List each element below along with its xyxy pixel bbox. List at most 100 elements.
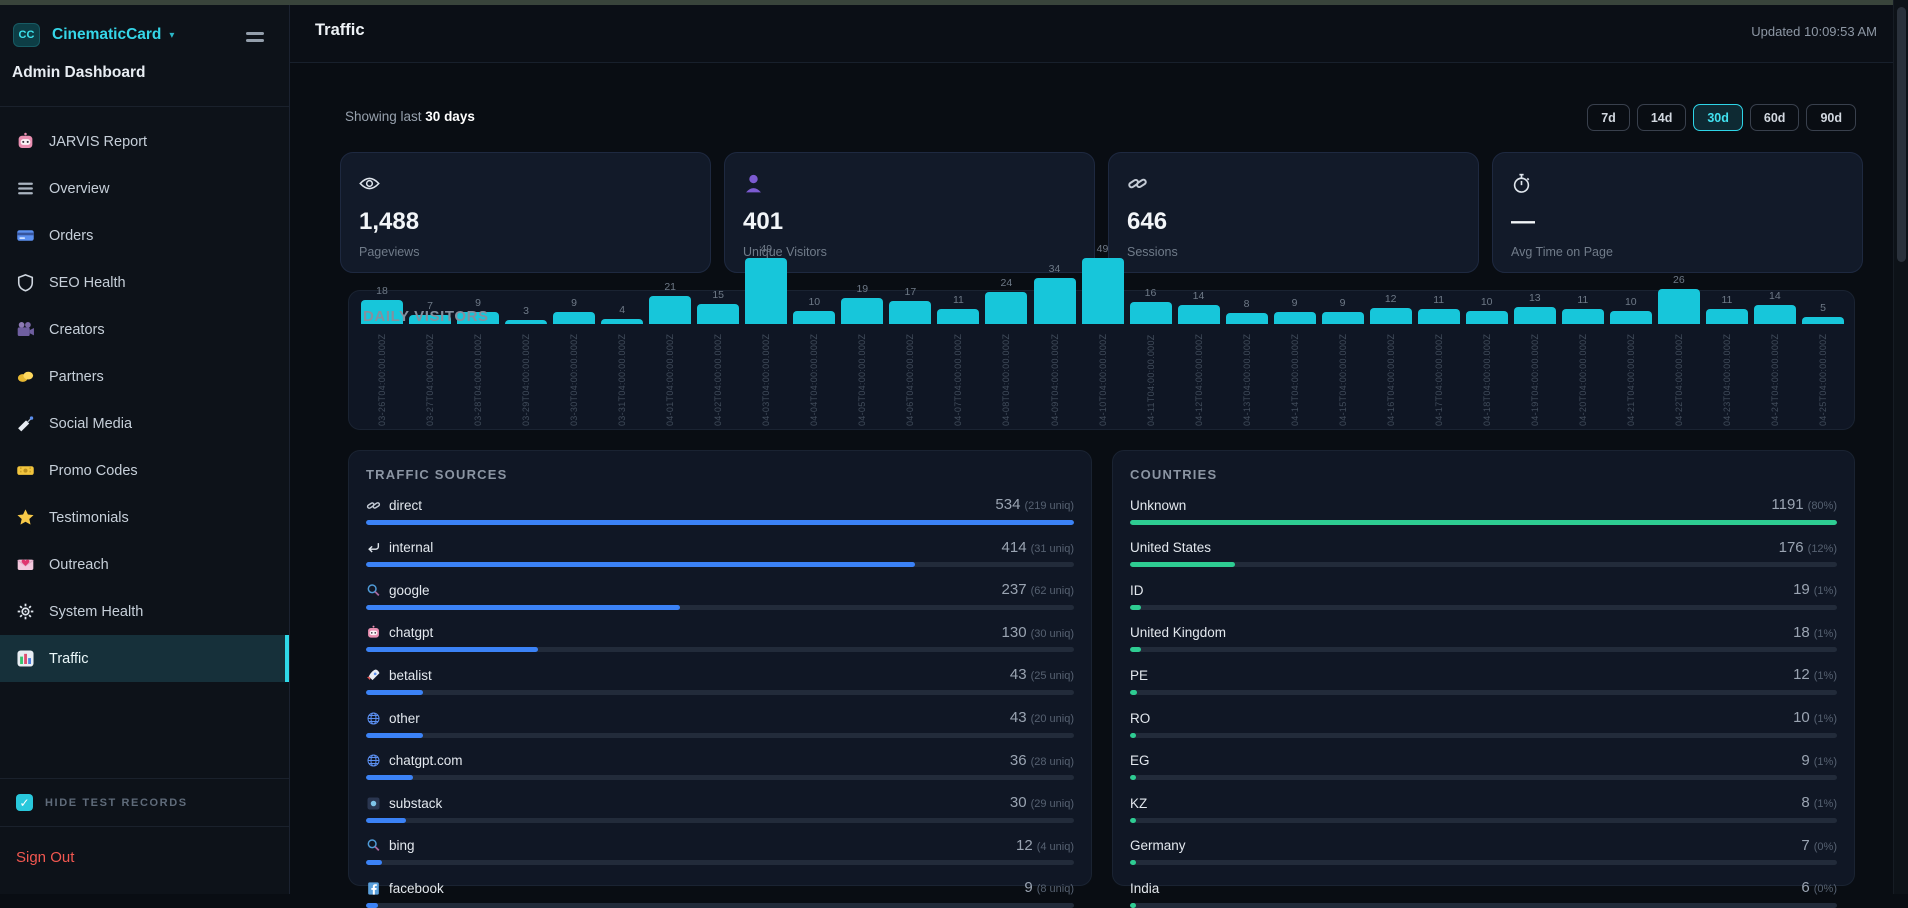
chart-bar bbox=[1081, 258, 1124, 324]
stat-label: Avg Time on Page bbox=[1511, 245, 1613, 259]
chart-bar-date: 04-22T04:00:00.000Z bbox=[1673, 333, 1684, 426]
sidebar-item-orders[interactable]: Orders bbox=[0, 212, 289, 259]
scrollbar-thumb[interactable] bbox=[1897, 7, 1906, 262]
row-value: 12 bbox=[1016, 836, 1033, 854]
row-value: 7 bbox=[1801, 836, 1810, 854]
row-label: direct bbox=[389, 497, 423, 513]
sidebar: CC CinematicCard ▾ Admin Dashboard JARVI… bbox=[0, 0, 290, 894]
country-row-kz: KZ 8 (1%) bbox=[1130, 794, 1837, 823]
progress-track bbox=[366, 775, 1074, 781]
chart-bar-value: 10 bbox=[1480, 295, 1493, 308]
progress-fill bbox=[1130, 519, 1837, 525]
robot-icon bbox=[366, 625, 381, 640]
chart-bar bbox=[697, 303, 740, 324]
chart-bar-date: 04-19T04:00:00.000Z bbox=[1529, 333, 1540, 426]
sidebar-item-social-media[interactable]: Social Media bbox=[0, 400, 289, 447]
sidebar-item-jarvis-report[interactable]: JARVIS Report bbox=[0, 118, 289, 165]
chart-bar-date: 03-28T04:00:00.000Z bbox=[473, 333, 484, 426]
chart-bar-date: 04-25T04:00:00.000Z bbox=[1818, 333, 1828, 426]
sign-out-link[interactable]: Sign Out bbox=[16, 849, 75, 866]
row-label: United Kingdom bbox=[1130, 625, 1227, 641]
scrollbar[interactable] bbox=[1893, 0, 1908, 894]
chart-bar-value: 49 bbox=[1096, 243, 1109, 255]
chart-bar-value: 4 bbox=[619, 303, 626, 316]
progress-fill bbox=[1130, 860, 1137, 866]
chart-bar-value: 9 bbox=[1291, 296, 1298, 309]
stat-value: — bbox=[1511, 208, 1535, 235]
chart-bar-date: 04-14T04:00:00.000Z bbox=[1289, 333, 1300, 426]
sidebar-item-seo-health[interactable]: SEO Health bbox=[0, 259, 289, 306]
sidebar-item-system-health[interactable]: System Health bbox=[0, 588, 289, 635]
sidebar-item-traffic[interactable]: Traffic bbox=[0, 635, 289, 682]
progress-track bbox=[1130, 775, 1837, 781]
row-label: United States bbox=[1130, 540, 1212, 556]
row-label: other bbox=[389, 710, 420, 726]
source-row-other: other 43 (20 uniq) bbox=[366, 709, 1074, 738]
sidebar-item-partners[interactable]: Partners bbox=[0, 353, 289, 400]
hide-test-records-toggle[interactable]: ✓ HIDE TEST RECORDS bbox=[0, 779, 289, 827]
range-button-14d[interactable]: 14d bbox=[1636, 104, 1687, 131]
progress-track bbox=[366, 902, 1074, 908]
stat-label: Unique Visitors bbox=[743, 245, 827, 259]
country-row-germany: Germany 7 (0%) bbox=[1130, 836, 1837, 866]
source-row-bing: bing 12 (4 uniq) bbox=[366, 836, 1074, 866]
progress-fill bbox=[1130, 732, 1137, 738]
brand-logo: CC bbox=[13, 23, 40, 47]
progress-track bbox=[366, 817, 1074, 823]
stat-label: Sessions bbox=[1127, 245, 1178, 259]
progress-track bbox=[366, 562, 1074, 568]
row-label: chatgpt.com bbox=[389, 753, 463, 769]
row-label: bing bbox=[389, 838, 415, 854]
eye-icon bbox=[359, 173, 380, 194]
range-button-30d[interactable]: 30d bbox=[1693, 104, 1743, 131]
chart-bar-value: 16 bbox=[1144, 287, 1157, 300]
progress-track bbox=[366, 732, 1074, 738]
source-row-internal: internal 414 (31 uniq) bbox=[366, 538, 1074, 568]
gear-icon bbox=[16, 602, 35, 621]
chart-bar-value: 9 bbox=[1339, 296, 1346, 309]
menu-icon[interactable] bbox=[246, 32, 264, 46]
chart-bar bbox=[1705, 309, 1748, 324]
chart-bar bbox=[505, 320, 548, 324]
progress-fill bbox=[366, 775, 414, 781]
range-button-7d[interactable]: 7d bbox=[1587, 104, 1630, 131]
chart-title: DAILY VISITORS bbox=[363, 308, 489, 325]
sidebar-item-testimonials[interactable]: Testimonials bbox=[0, 494, 289, 541]
menu-lines-icon bbox=[16, 179, 35, 198]
progress-track bbox=[1130, 647, 1837, 653]
brand-name[interactable]: CinematicCard bbox=[52, 26, 162, 43]
sidebar-item-label: System Health bbox=[49, 603, 144, 620]
row-label: facebook bbox=[389, 880, 444, 896]
link-icon bbox=[1127, 173, 1148, 194]
sidebar-nav: JARVIS Report Overview Orders SEO Health Cre… bbox=[0, 118, 289, 682]
chart-bar-date: 04-16T04:00:00.000Z bbox=[1385, 333, 1396, 426]
magnifier-icon bbox=[366, 583, 381, 598]
progress-track bbox=[1130, 732, 1837, 738]
chart-bar bbox=[1754, 305, 1796, 324]
chart-bar bbox=[1177, 305, 1220, 324]
bar-chart-icon bbox=[16, 649, 35, 668]
chart-bar-value: 19 bbox=[856, 283, 869, 296]
row-sub-value: (25 uniq) bbox=[1030, 670, 1074, 683]
page-title: Traffic bbox=[315, 21, 365, 39]
hide-test-records-checkbox[interactable]: ✓ bbox=[16, 794, 33, 811]
sidebar-item-promo-codes[interactable]: Promo Codes bbox=[0, 447, 289, 494]
ticket-icon bbox=[16, 461, 35, 480]
range-button-60d[interactable]: 60d bbox=[1749, 104, 1800, 131]
sidebar-item-creators[interactable]: Creators bbox=[0, 306, 289, 353]
row-label: KZ bbox=[1130, 795, 1148, 811]
chart-bar bbox=[361, 299, 403, 324]
progress-track bbox=[1130, 902, 1837, 908]
newsletter-icon bbox=[366, 796, 381, 811]
progress-track bbox=[366, 604, 1074, 610]
source-row-facebook: facebook 9 (8 uniq) bbox=[366, 879, 1074, 908]
chart-bar bbox=[841, 298, 884, 324]
sidebar-item-overview[interactable]: Overview bbox=[0, 165, 289, 212]
sidebar-item-outreach[interactable]: Outreach bbox=[0, 541, 289, 588]
range-button-90d[interactable]: 90d bbox=[1806, 104, 1856, 131]
chart-bar-date: 04-20T04:00:00.000Z bbox=[1577, 333, 1588, 426]
progress-track bbox=[1130, 519, 1837, 525]
chart-bar-value: 9 bbox=[571, 296, 578, 309]
magnifier-icon bbox=[366, 838, 381, 853]
chevron-down-icon[interactable]: ▾ bbox=[169, 29, 175, 41]
